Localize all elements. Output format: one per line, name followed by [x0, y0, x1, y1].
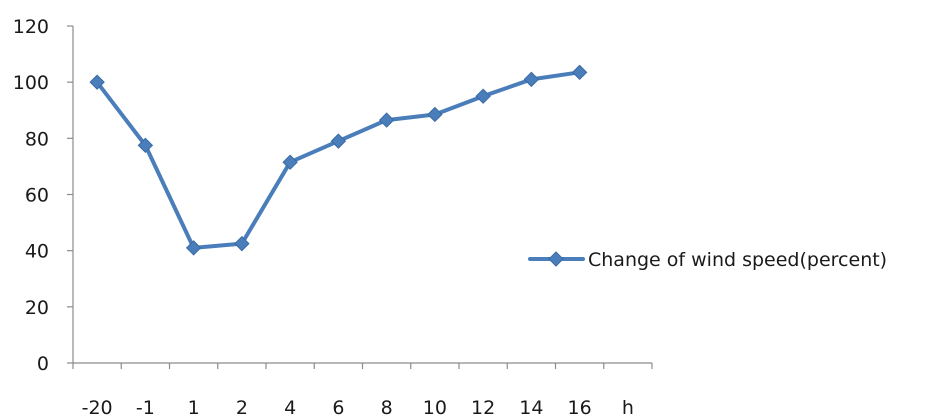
data-point-marker	[234, 235, 250, 252]
series-line	[95, 70, 582, 250]
y-tick-label: 100	[13, 72, 49, 94]
legend: Change of wind speed(percent)	[528, 249, 887, 271]
x-tick-label: 2	[236, 397, 248, 419]
legend-label: Change of wind speed(percent)	[588, 249, 887, 271]
y-tick-label: 120	[13, 16, 49, 38]
data-point-marker	[475, 88, 491, 104]
data-point-marker	[427, 106, 443, 123]
x-tick-label: 16	[568, 397, 592, 419]
y-tick-label: 80	[25, 128, 49, 150]
x-tick-label: 10	[423, 397, 447, 419]
data-point-marker	[89, 74, 105, 90]
data-point-marker	[378, 112, 395, 128]
data-point-marker	[282, 154, 298, 170]
data-point-marker	[137, 137, 154, 154]
legend-marker	[548, 251, 564, 267]
y-tick-label: 20	[25, 297, 49, 319]
x-tick-label: -20	[82, 397, 113, 419]
y-tick-label: 40	[25, 241, 49, 263]
x-tick-label: 8	[381, 397, 393, 419]
x-axis: -20 -1 1 2 4 6 8 10 12 14 16 h	[72, 362, 653, 419]
data-point-marker	[523, 71, 540, 88]
x-tick-label: 1	[188, 397, 200, 419]
x-tick-label: 14	[519, 397, 543, 419]
x-axis-unit-label: h	[622, 397, 634, 419]
data-point-marker	[185, 240, 202, 256]
x-tick-label: 6	[332, 397, 344, 419]
x-tick-label: 12	[471, 397, 495, 419]
x-tick-label: 4	[284, 397, 296, 419]
x-tick-label: -1	[136, 397, 155, 419]
data-point-marker	[571, 64, 588, 81]
series-wind-speed	[89, 64, 588, 256]
y-tick-label: 60	[25, 185, 49, 207]
y-tick-label: 0	[37, 353, 49, 375]
data-point-marker	[330, 133, 347, 149]
y-axis: 0 20 40 60 80 100 120	[13, 16, 74, 375]
